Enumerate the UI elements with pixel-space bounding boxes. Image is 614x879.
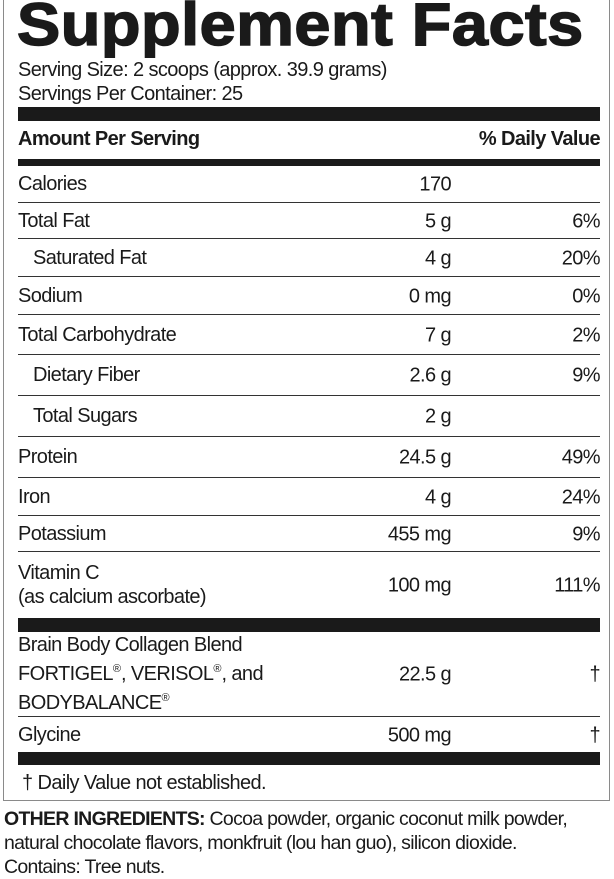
nutrient-row: Total Carbohydrate 7 g 2%	[18, 315, 601, 355]
nutrient-name: Vitamin C (as calcium ascorbate)	[18, 561, 207, 609]
thick-divider	[18, 107, 600, 121]
nutrient-amount: 2.6 g	[409, 364, 452, 387]
other-ingredients: OTHER INGREDIENTS: Cocoa powder, organic…	[4, 807, 614, 879]
nutrient-name-text: Calories	[18, 173, 87, 195]
nutrient-name: Total Sugars	[33, 404, 138, 428]
nutrient-name: Total Carbohydrate	[18, 323, 177, 347]
nutrient-name-text: Total Sugars	[33, 405, 138, 427]
nutrient-row: Potassium 455 mg 9%	[18, 516, 601, 552]
nutrient-name: Sodium	[18, 284, 83, 308]
blend-line-1: Brain Body Collagen Blend	[18, 634, 243, 656]
nutrient-row: Protein 24.5 g 49%	[18, 437, 601, 478]
nutrient-row: Saturated Fat 4 g 20%	[18, 239, 601, 277]
nutrient-daily-value: 9%	[572, 523, 600, 546]
nutrient-amount: 170	[419, 173, 451, 196]
nutrient-name-text: Dietary Fiber	[33, 364, 140, 386]
servings-per-container: Servings Per Container: 25	[18, 83, 243, 105]
serving-size: Serving Size: 2 scoops (approx. 39.9 gra…	[18, 59, 387, 81]
amount-per-serving-header: Amount Per Serving	[18, 128, 200, 150]
nutrient-amount: 4 g	[424, 247, 452, 270]
nutrient-name: Total Fat	[18, 209, 90, 233]
nutrient-row: Vitamin C (as calcium ascorbate) 100 mg 111…	[18, 552, 601, 618]
nutrient-daily-value: 24%	[561, 486, 601, 509]
blend-line-3: BODYBALANCE®	[18, 692, 170, 714]
nutrient-row: Sodium 0 mg 0%	[18, 277, 601, 315]
nutrient-amount: 4 g	[424, 486, 452, 509]
nutrient-amount: 0 mg	[408, 285, 452, 308]
nutrient-subname: (as calcium ascorbate)	[18, 586, 207, 608]
thick-divider	[18, 618, 600, 632]
nutrient-name: Saturated Fat	[33, 246, 147, 270]
glycine-dv: †	[589, 724, 600, 747]
nutrient-name-text: Total Carbohydrate	[18, 323, 177, 346]
nutrient-name-text: Potassium	[18, 522, 107, 545]
other-ingredients-label: OTHER INGREDIENTS:	[4, 808, 206, 830]
allergen-statement: Contains: Tree nuts.	[4, 856, 165, 878]
nutrient-daily-value: 2%	[572, 324, 600, 347]
nutrient-row: Dietary Fiber 2.6 g 9%	[18, 355, 601, 396]
collagen-blend-dv: †	[589, 663, 600, 686]
thick-divider	[18, 159, 600, 166]
supplement-facts-panel	[3, 0, 610, 801]
panel-title: Supplement Facts	[16, 0, 584, 59]
glycine-row: Glycine 500 mg †	[18, 717, 601, 752]
nutrient-amount: 7 g	[424, 324, 452, 347]
nutrient-name-text: Sodium	[18, 284, 83, 307]
nutrient-name-text: Saturated Fat	[33, 246, 147, 269]
nutrient-name: Potassium	[18, 522, 107, 546]
nutrient-amount: 455 mg	[387, 523, 452, 546]
daily-value-header: % Daily Value	[478, 128, 601, 150]
footnote: † Daily Value not established.	[22, 772, 267, 794]
nutrient-daily-value: 49%	[561, 446, 601, 469]
collagen-blend-amount: 22.5 g	[398, 663, 452, 686]
blend-line-2: FORTIGEL®, VERISOL®, and	[18, 663, 264, 685]
nutrient-name: Dietary Fiber	[33, 363, 140, 387]
nutrient-row: Iron 4 g 24%	[18, 478, 601, 516]
nutrient-name: Protein	[18, 445, 78, 469]
nutrient-name-text: Iron	[18, 485, 51, 508]
nutrient-row: Calories 170	[18, 166, 600, 203]
nutrient-amount: 5 g	[424, 210, 452, 233]
nutrient-name-text: Vitamin C	[18, 562, 100, 584]
nutrient-amount: 24.5 g	[398, 446, 452, 469]
nutrient-row: Total Sugars 2 g	[18, 396, 600, 437]
collagen-blend-row: Brain Body Collagen Blend FORTIGEL®, VER…	[18, 632, 601, 717]
nutrient-row: Total Fat 5 g 6%	[18, 203, 601, 239]
nutrient-daily-value: 9%	[572, 364, 600, 387]
collagen-blend-name: Brain Body Collagen Blend FORTIGEL®, VER…	[18, 633, 264, 715]
glycine-name: Glycine	[18, 723, 81, 746]
other-ingredients-text: Cocoa powder, organic coconut milk powde…	[4, 808, 568, 854]
nutrient-daily-value: 0%	[572, 285, 600, 308]
nutrient-daily-value: 111%	[554, 574, 600, 597]
nutrient-name: Calories	[18, 172, 87, 196]
nutrient-daily-value: 6%	[572, 210, 600, 233]
nutrient-daily-value: 20%	[561, 247, 601, 270]
nutrient-name-text: Total Fat	[18, 209, 90, 232]
nutrient-amount: 2 g	[424, 405, 452, 428]
nutrient-name: Iron	[18, 485, 51, 509]
nutrient-name-text: Protein	[18, 446, 78, 468]
glycine-amount: 500 mg	[387, 724, 452, 747]
thick-divider	[18, 752, 600, 765]
nutrient-amount: 100 mg	[387, 574, 452, 597]
